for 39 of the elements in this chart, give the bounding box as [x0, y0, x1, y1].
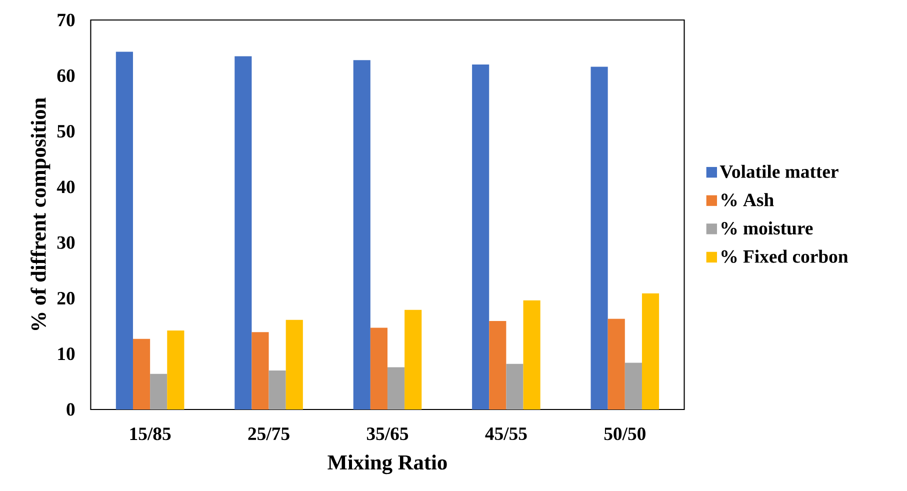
bar [353, 60, 370, 410]
bar [116, 52, 133, 410]
bar [167, 330, 184, 410]
bar [268, 370, 286, 410]
x-tick-label: 15/85 [130, 428, 171, 440]
y-axis-title: % of diffrent composition [30, 98, 50, 330]
bar [150, 374, 168, 410]
y-tick-label: 60 [57, 69, 75, 82]
x-tick-label: 25/75 [248, 428, 290, 440]
y-tick-label: 20 [57, 292, 75, 305]
y-tick-label: 30 [57, 236, 75, 249]
x-tick-label: 50/50 [604, 428, 646, 440]
legend-label: Volatile matter [720, 164, 838, 178]
bar [404, 310, 422, 410]
y-tick-label: 40 [56, 180, 75, 194]
y-tick-label: 0 [66, 403, 75, 416]
bar [608, 318, 625, 410]
x-axis-title: Mixing Ratio [328, 454, 447, 474]
bar [523, 300, 540, 410]
x-tick-label: 35/65 [366, 428, 408, 440]
bar [286, 320, 303, 410]
legend-label: % moisture [722, 221, 813, 235]
bar [472, 64, 490, 410]
legend-label: % Ash [722, 193, 774, 206]
legend-label: % Fixed corbon [722, 250, 848, 263]
bar [506, 364, 524, 410]
y-tick-label: 70 [58, 14, 75, 26]
bar [387, 367, 405, 410]
bar [132, 338, 150, 410]
bar [590, 66, 608, 410]
y-tick-label: 10 [58, 348, 75, 360]
bar [234, 56, 252, 410]
bar [624, 362, 642, 410]
y-tick-label: 50 [57, 125, 75, 138]
bar [489, 321, 506, 410]
bar [252, 332, 269, 410]
bar [642, 293, 660, 410]
x-tick-label: 45/55 [485, 428, 527, 440]
bar [370, 328, 388, 410]
